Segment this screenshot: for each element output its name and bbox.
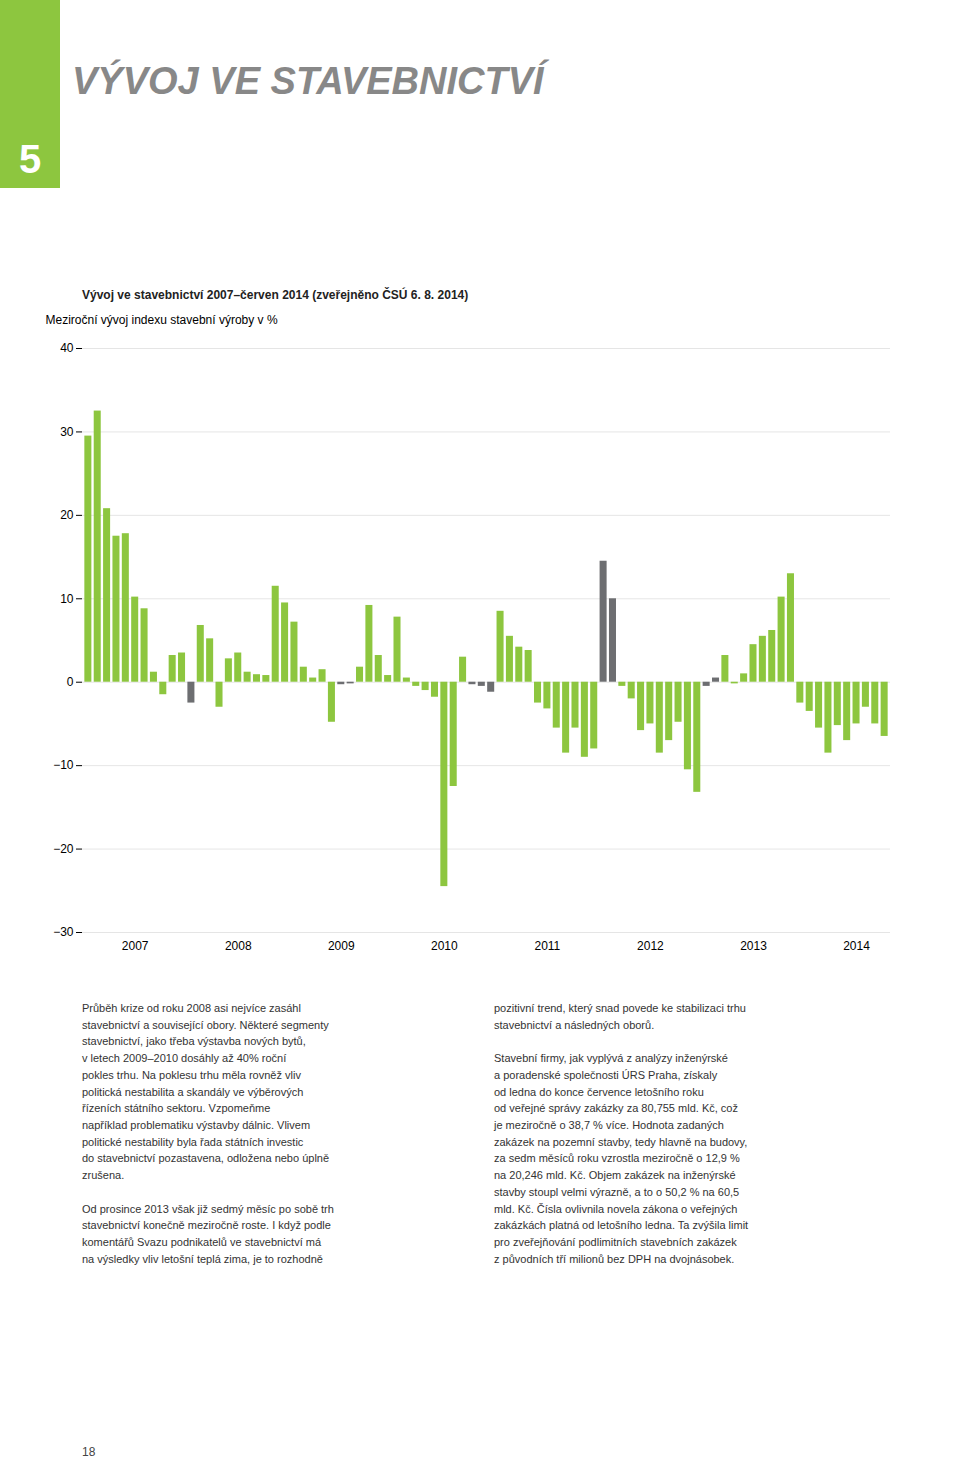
svg-text:30: 30: [60, 425, 74, 439]
html-text:Průběh krize od roku 2008 asi: Průběh krize od roku 2008 asi nejvíce za…: [82, 1002, 334, 1265]
svg-text:2011: 2011: [534, 939, 560, 953]
html-text:Vývoj ve stavebnictví 2007–čer: Vývoj ve stavebnictví 2007–červen 2014 (…: [82, 288, 469, 302]
html-text:5: 5: [18, 137, 42, 181]
svg-text:−10: −10: [53, 758, 74, 772]
svg-text:−20: −20: [53, 842, 74, 856]
svg-text:Meziroční vývoj indexu stavebn: Meziroční vývoj indexu stavební výroby v…: [46, 313, 278, 327]
svg-text:20: 20: [60, 508, 74, 522]
svg-text:2012: 2012: [637, 939, 664, 953]
svg-text:2010: 2010: [431, 939, 458, 953]
html-text:VÝVOJ VE STAVEBNICTVÍ: VÝVOJ VE STAVEBNICTVÍ: [72, 60, 544, 102]
html-text:pozitivní trend, který snad po: pozitivní trend, který snad povede ke st…: [494, 1002, 749, 1265]
svg-text:10: 10: [60, 592, 74, 606]
svg-text:2008: 2008: [225, 939, 252, 953]
svg-text:0: 0: [67, 675, 74, 689]
svg-text:2014: 2014: [843, 939, 870, 953]
svg-text:−30: −30: [53, 925, 74, 939]
svg-text:40: 40: [60, 341, 74, 355]
html-text:18: 18: [82, 1445, 96, 1459]
svg-text:2013: 2013: [740, 939, 767, 953]
svg-text:2007: 2007: [122, 939, 149, 953]
svg-text:2009: 2009: [328, 939, 355, 953]
